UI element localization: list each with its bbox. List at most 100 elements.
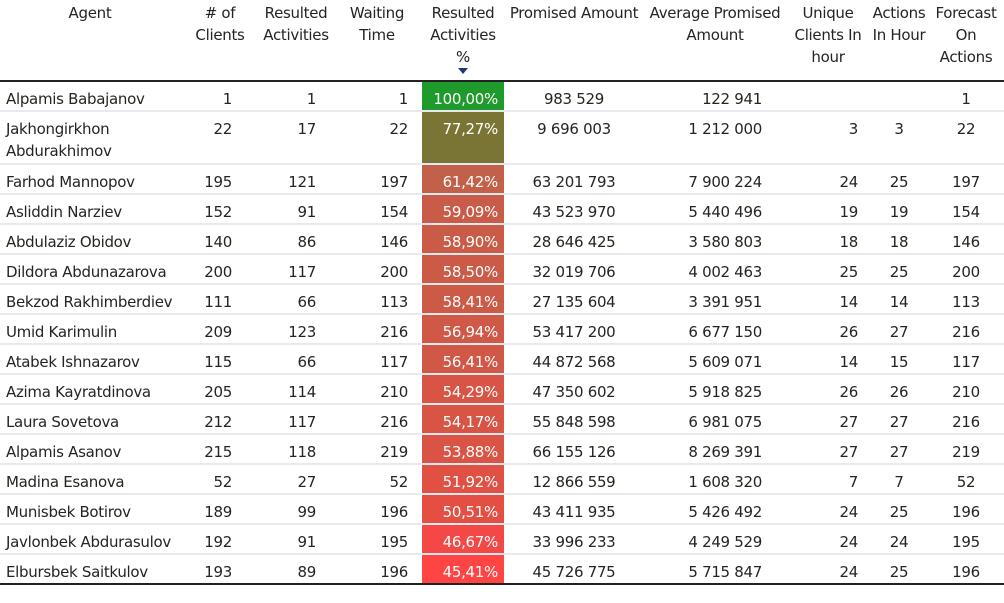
cell-actions-hour: 25	[870, 254, 928, 285]
header-avg-promised[interactable]: Average Promised Amount	[644, 0, 786, 82]
cell-forecast: 210	[928, 374, 1004, 405]
cell-resulted-pct: 58,50%	[422, 254, 504, 285]
header-agent[interactable]: Agent	[0, 0, 180, 82]
cell-promised: 66 155 126	[504, 434, 644, 465]
cell-waiting: 113	[332, 284, 422, 315]
cell-agent: Alpamis Babajanov	[0, 81, 180, 112]
cell-clients: 1	[180, 81, 260, 112]
cell-actions-hour	[870, 81, 928, 112]
cell-forecast: 200	[928, 254, 1004, 285]
cell-resulted-pct: 54,29%	[422, 374, 504, 405]
table-row[interactable]: Atabek Ishnazarov 115 66 117 56,41% 44 872 56…	[0, 344, 1004, 375]
cell-forecast: 113	[928, 284, 1004, 315]
cell-avg-promised: 1 608 320	[644, 464, 786, 495]
table-row[interactable]: Alpamis Babajanov 1 1 1 100,00% 983 529 122 94…	[0, 81, 1004, 112]
cell-actions-hour: 26	[870, 374, 928, 405]
cell-waiting: 117	[332, 344, 422, 375]
cell-avg-promised: 6 981 075	[644, 404, 786, 435]
cell-clients: 115	[180, 344, 260, 375]
header-resulted-pct-label: Resulted Activities %	[430, 4, 496, 66]
cell-actions-hour: 18	[870, 224, 928, 255]
cell-waiting: 210	[332, 374, 422, 405]
table-row[interactable]: Asliddin Narziev 152 91 154 59,09% 43 523 970…	[0, 194, 1004, 225]
table-row[interactable]: Alpamis Asanov 215 118 219 53,88% 66 155 126 8…	[0, 434, 1004, 465]
cell-promised: 63 201 793	[504, 164, 644, 195]
cell-waiting: 219	[332, 434, 422, 465]
cell-clients: 140	[180, 224, 260, 255]
header-clients[interactable]: # of Clients	[180, 0, 260, 82]
header-forecast[interactable]: Forecast On Actions	[928, 0, 1004, 82]
cell-avg-promised: 6 677 150	[644, 314, 786, 345]
cell-clients: 212	[180, 404, 260, 435]
cell-actions-hour: 25	[870, 554, 928, 585]
cell-forecast: 146	[928, 224, 1004, 255]
header-resulted[interactable]: Resulted Activities	[260, 0, 332, 82]
cell-waiting: 1	[332, 81, 422, 112]
cell-resulted-pct: 100,00%	[422, 81, 504, 112]
table-row[interactable]: Azima Kayratdinova 205 114 210 54,29% 47 350 …	[0, 374, 1004, 405]
cell-promised: 27 135 604	[504, 284, 644, 315]
table-row[interactable]: Munisbek Botirov 189 99 196 50,51% 43 411 935…	[0, 494, 1004, 525]
cell-promised: 28 646 425	[504, 224, 644, 255]
table-row[interactable]: Farhod Mannopov 195 121 197 61,42% 63 201 793…	[0, 164, 1004, 195]
cell-resulted: 66	[260, 344, 332, 375]
cell-unique-clients: 14	[786, 284, 870, 315]
cell-resulted: 27	[260, 464, 332, 495]
cell-resulted: 118	[260, 434, 332, 465]
header-promised[interactable]: Promised Amount	[504, 0, 644, 82]
table-row[interactable]: Laura Sovetova 212 117 216 54,17% 55 848 598 6…	[0, 404, 1004, 435]
table-row[interactable]: Elbursbek Saitkulov 193 89 196 45,41% 45 726 …	[0, 554, 1004, 585]
header-actions-hour[interactable]: Actions In Hour	[870, 0, 928, 82]
cell-unique-clients: 24	[786, 164, 870, 195]
cell-unique-clients: 25	[786, 254, 870, 285]
cell-resulted: 91	[260, 194, 332, 225]
table-row[interactable]: Madina Esanova 52 27 52 51,92% 12 866 559 1 60…	[0, 464, 1004, 495]
cell-waiting: 146	[332, 224, 422, 255]
cell-clients: 215	[180, 434, 260, 465]
cell-resulted-pct: 59,09%	[422, 194, 504, 225]
cell-clients: 52	[180, 464, 260, 495]
cell-resulted-pct: 46,67%	[422, 524, 504, 555]
cell-actions-hour: 24	[870, 524, 928, 555]
cell-forecast: 197	[928, 164, 1004, 195]
cell-waiting: 196	[332, 494, 422, 525]
table-row[interactable]: Dildora Abdunazarova 200 117 200 58,50% 32 01…	[0, 254, 1004, 285]
cell-forecast: 216	[928, 314, 1004, 345]
cell-avg-promised: 5 440 496	[644, 194, 786, 225]
header-unique-clients[interactable]: Unique Clients In hour	[786, 0, 870, 82]
cell-avg-promised: 8 269 391	[644, 434, 786, 465]
cell-resulted: 114	[260, 374, 332, 405]
table-row[interactable]: Abdulaziz Obidov 140 86 146 58,90% 28 646 425…	[0, 224, 1004, 255]
cell-unique-clients: 26	[786, 314, 870, 345]
table-row[interactable]: Jakhongirkhon Abdurakhimov 22 17 22 77,27% 9 …	[0, 111, 1004, 165]
cell-agent: Dildora Abdunazarova	[0, 254, 180, 285]
header-resulted-pct[interactable]: Resulted Activities %	[422, 0, 504, 82]
cell-actions-hour: 25	[870, 494, 928, 525]
cell-clients: 209	[180, 314, 260, 345]
cell-agent: Atabek Ishnazarov	[0, 344, 180, 375]
cell-promised: 44 872 568	[504, 344, 644, 375]
cell-resulted-pct: 54,17%	[422, 404, 504, 435]
cell-promised: 55 848 598	[504, 404, 644, 435]
cell-clients: 192	[180, 524, 260, 555]
cell-waiting: 195	[332, 524, 422, 555]
cell-avg-promised: 5 426 492	[644, 494, 786, 525]
cell-unique-clients: 3	[786, 111, 870, 165]
table-row[interactable]: Bekzod Rakhimberdiev 111 66 113 58,41% 27 135…	[0, 284, 1004, 315]
cell-promised: 53 417 200	[504, 314, 644, 345]
header-waiting[interactable]: Waiting Time	[332, 0, 422, 82]
cell-unique-clients: 24	[786, 524, 870, 555]
cell-actions-hour: 27	[870, 314, 928, 345]
cell-forecast: 52	[928, 464, 1004, 495]
cell-avg-promised: 4 249 529	[644, 524, 786, 555]
cell-agent: Munisbek Botirov	[0, 494, 180, 525]
table-row[interactable]: Umid Karimulin 209 123 216 56,94% 53 417 200 6…	[0, 314, 1004, 345]
cell-clients: 152	[180, 194, 260, 225]
sort-descending-icon[interactable]	[458, 68, 468, 74]
cell-forecast: 1	[928, 81, 1004, 112]
cell-forecast: 22	[928, 111, 1004, 165]
table-row[interactable]: Javlonbek Abdurasulov 192 91 195 46,67% 33 99…	[0, 524, 1004, 555]
cell-unique-clients	[786, 81, 870, 112]
cell-actions-hour: 25	[870, 164, 928, 195]
cell-clients: 22	[180, 111, 260, 165]
